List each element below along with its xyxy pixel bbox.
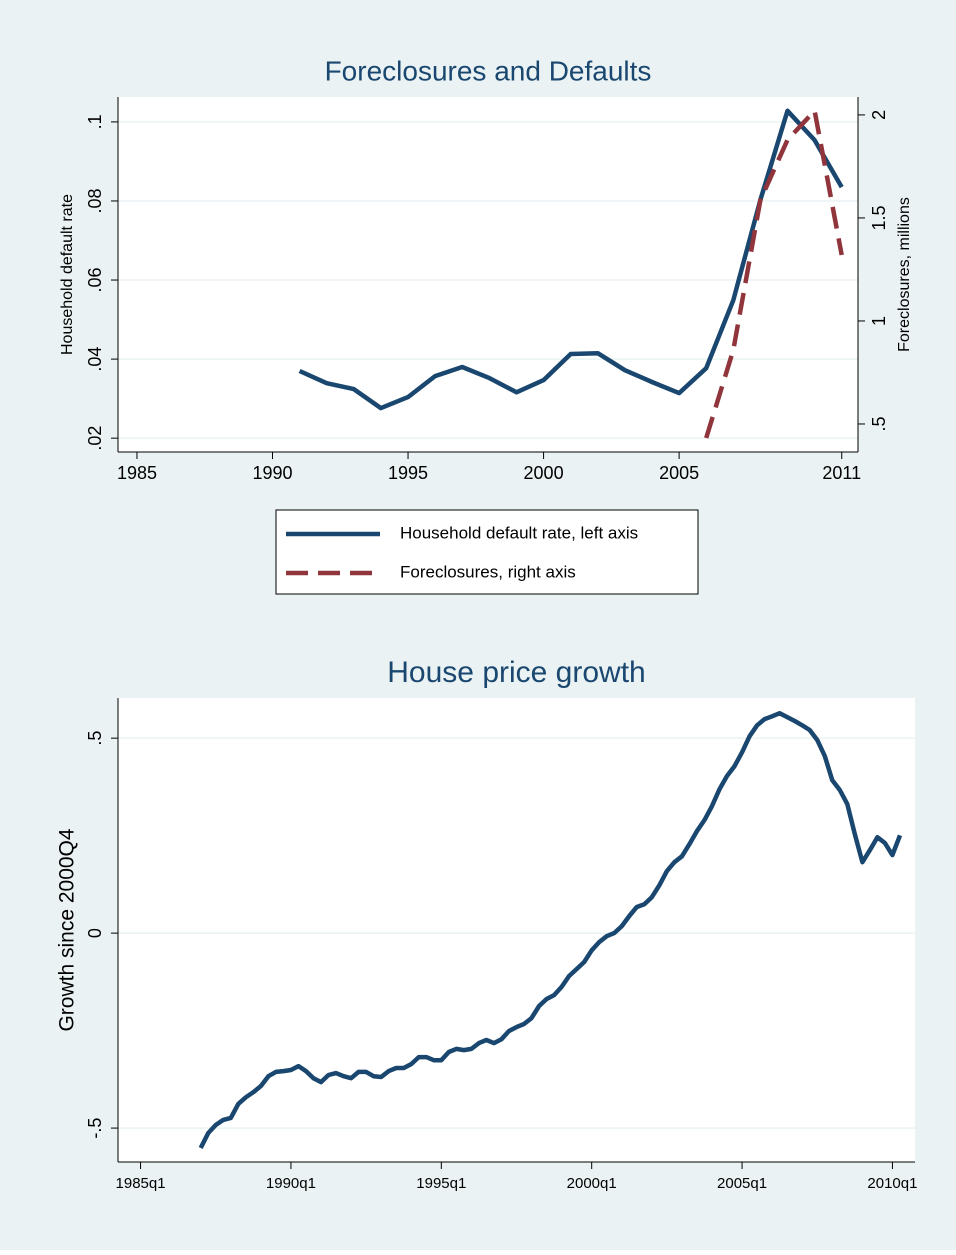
x-tick-label: 1985q1 xyxy=(116,1175,166,1192)
series-line xyxy=(198,710,903,1150)
y-tick-label: .04 xyxy=(85,347,105,372)
x-tick-label: 1990 xyxy=(252,463,292,483)
x-tick-label: 2000 xyxy=(524,463,564,483)
y2-tick-label: 1.5 xyxy=(869,205,889,230)
x-tick-label: 2010q1 xyxy=(867,1175,917,1192)
plot-area xyxy=(118,97,858,452)
legend-label: Foreclosures, right axis xyxy=(400,562,576,581)
y2-tick-label: 2 xyxy=(869,110,889,120)
y-tick-label: .1 xyxy=(85,114,105,129)
chart-title: House price growth xyxy=(387,656,645,689)
y-tick-label: 0 xyxy=(85,928,105,938)
x-tick-label: 2005q1 xyxy=(717,1175,767,1192)
series-line xyxy=(298,108,844,411)
x-tick-label: 1985 xyxy=(117,463,157,483)
y-tick-label: .5 xyxy=(85,731,105,746)
y-tick-label: -.5 xyxy=(85,1118,105,1139)
series-line xyxy=(704,108,844,439)
x-tick-label: 1995q1 xyxy=(416,1175,466,1192)
y2-tick-label: 1 xyxy=(869,316,889,326)
y2-tick-label: .5 xyxy=(869,416,889,431)
x-tick-label: 2005 xyxy=(659,463,699,483)
x-tick-label: 1990q1 xyxy=(266,1175,316,1192)
y-tick-label: .02 xyxy=(85,426,105,451)
x-tick-label: 1995 xyxy=(388,463,428,483)
y-axis-label: Household default rate xyxy=(59,194,76,355)
legend-label: Household default rate, left axis xyxy=(400,523,638,542)
plot-area xyxy=(118,698,915,1162)
chart-title: Foreclosures and Defaults xyxy=(325,55,652,86)
legend-box xyxy=(275,509,699,595)
y-tick-label: .06 xyxy=(85,268,105,293)
y2-axis-label: Foreclosures, millions xyxy=(896,197,913,352)
x-tick-label: 2011 xyxy=(822,463,861,483)
x-tick-label: 2000q1 xyxy=(567,1175,617,1192)
y-tick-label: .08 xyxy=(85,188,105,213)
y-axis-label: Growth since 2000Q4 xyxy=(56,828,79,1031)
